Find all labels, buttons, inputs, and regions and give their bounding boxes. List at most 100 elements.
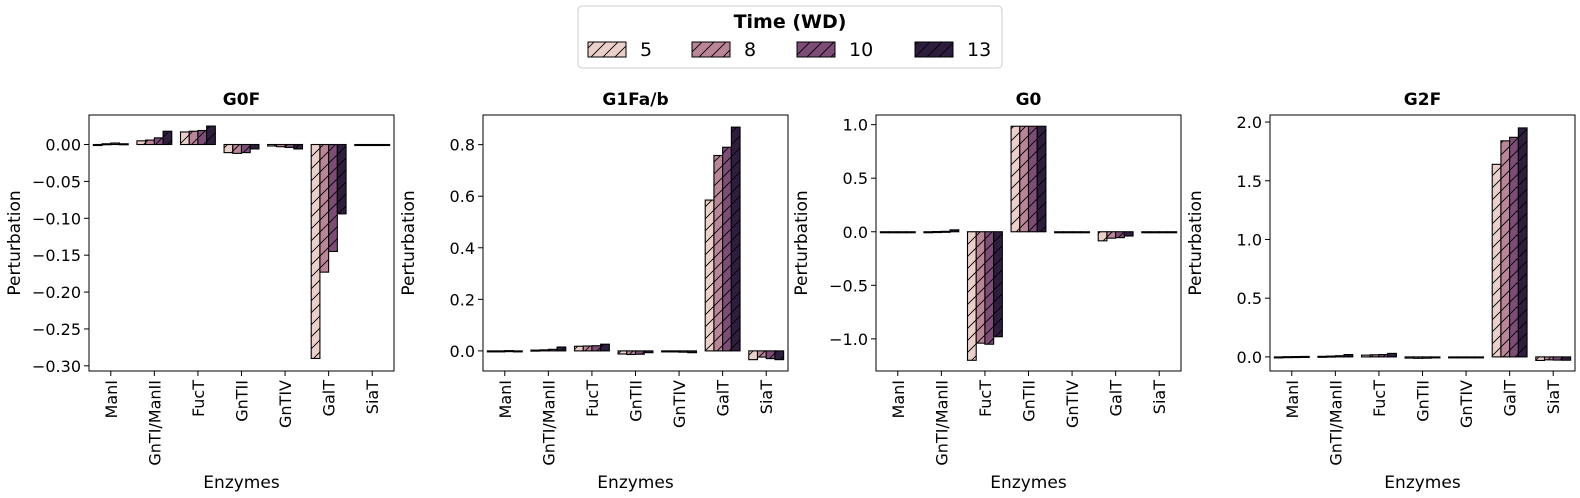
bar-hatch-GnTII-10	[241, 144, 251, 153]
x-tick-label-SiaT: SiaT	[1150, 380, 1169, 414]
bar-hatch-SiaT-8	[1544, 356, 1554, 360]
x-tick-label-GnTIV: GnTIV	[1457, 380, 1476, 428]
bar-hatch-GnTIV-8	[1063, 231, 1073, 233]
panel-3: 1.0 0.5 0.0 −0.5 −1.0 ManI GnTI/ManII FucT GnTII…	[792, 90, 1182, 493]
bar-hatch-GnTI-ManII-8	[145, 140, 155, 145]
x-tick-label-ManI: ManI	[889, 380, 908, 418]
y-tick-label: −0.30	[32, 357, 81, 376]
bar-hatch-GalT-10	[722, 147, 732, 351]
y-tick-label: 0.4	[450, 239, 475, 258]
bar-hatch-GnTII-8	[626, 350, 636, 355]
bar-hatch-GnTIV-8	[670, 350, 680, 352]
bar-hatch-GnTII-10	[1422, 356, 1432, 359]
y-tick-label: −0.20	[32, 283, 81, 302]
bar-hatch-ManI-10	[110, 143, 120, 145]
bar-hatch-FucT-13	[1387, 353, 1397, 357]
x-axis-label: Enzymes	[990, 473, 1067, 493]
bar-hatch-GnTIV-5	[267, 144, 277, 146]
bar-hatch-ManI-10	[897, 231, 907, 233]
x-tick-label-SiaT: SiaT	[1544, 380, 1563, 414]
bar-hatch-FucT-10	[984, 231, 994, 345]
bar-hatch-SiaT-5	[748, 350, 758, 360]
bar-hatch-GnTII-13	[1431, 356, 1440, 358]
bars	[92, 125, 391, 360]
bar-hatch-GalT-5	[1492, 164, 1501, 357]
bar-hatch-SiaT-10	[1553, 356, 1562, 361]
x-tick-label-SiaT: SiaT	[363, 380, 382, 414]
x-tick-label-ManI: ManI	[1283, 380, 1302, 418]
bar-hatch-ManI-5	[487, 350, 497, 352]
y-tick-label: 0.5	[1237, 289, 1262, 308]
bar-hatch-SiaT-13	[1167, 231, 1177, 233]
bar-hatch-ManI-8	[1283, 356, 1292, 358]
bar-hatch-GnTII-13	[250, 144, 259, 149]
bar-hatch-GalT-10	[328, 144, 338, 252]
bar-hatch-ManI-5	[880, 231, 890, 233]
bar-hatch-GnTI-ManII-10	[548, 349, 558, 351]
bar-hatch-GnTI-ManII-13	[557, 347, 566, 351]
bar-hatch-FucT-13	[993, 231, 1003, 337]
bar-hatch-GnTII-5	[224, 144, 233, 153]
legend-label-13: 13	[967, 39, 991, 61]
bar-hatch-GnTI-ManII-5	[923, 231, 933, 233]
x-axis-label: Enzymes	[597, 473, 674, 493]
bar-hatch-GnTI-ManII-13	[1344, 354, 1353, 357]
bar-hatch-GnTIV-13	[1080, 231, 1090, 233]
y-tick-label: 0.2	[450, 290, 475, 309]
x-tick-label-GnTIV: GnTIV	[1063, 380, 1082, 428]
bar-hatch-GnTIV-13	[1474, 356, 1484, 358]
y-tick-label: 1.0	[1237, 230, 1262, 249]
bar-hatch-GnTI-ManII-5	[530, 350, 540, 352]
bar-hatch-GnTII-10	[635, 350, 645, 355]
y-tick-label: −0.15	[32, 246, 81, 265]
bar-hatch-FucT-10	[197, 130, 207, 145]
x-tick-label-GnTIV: GnTIV	[670, 380, 689, 428]
bar-hatch-GnTI-ManII-10	[154, 137, 164, 145]
y-tick-label: 0.6	[450, 187, 475, 206]
bar-hatch-FucT-10	[591, 345, 601, 351]
bar-hatch-GnTI-ManII-8	[1326, 356, 1336, 358]
bar-hatch-GalT-8	[1500, 140, 1510, 357]
y-tick-label: 0.5	[843, 169, 868, 188]
axes-frame	[482, 114, 789, 372]
bar-hatch-ManI-8	[889, 231, 898, 233]
bar-hatch-GnTII-13	[1037, 126, 1046, 232]
bar-hatch-FucT-5	[967, 231, 977, 361]
bar-hatch-GnTII-8	[1413, 356, 1423, 359]
bar-hatch-SiaT-10	[372, 144, 381, 146]
bar-hatch-ManI-13	[119, 143, 129, 145]
bar-hatch-GnTIV-5	[1448, 356, 1458, 358]
bar-hatch-GnTII-5	[1011, 126, 1020, 232]
y-tick-label: 0.8	[450, 136, 475, 155]
bar-hatch-GalT-8	[319, 144, 329, 273]
bar-hatch-GnTIV-10	[679, 350, 688, 353]
x-tick-label-FucT: FucT	[189, 380, 208, 417]
bar-hatch-GalT-13	[337, 144, 347, 214]
legend-label-10: 10	[849, 39, 873, 61]
x-tick-label-FucT: FucT	[1370, 380, 1389, 417]
x-tick-label-GnTI-ManII: GnTI/ManII	[539, 380, 558, 466]
bar-hatch-GnTIV-10	[1072, 231, 1081, 233]
y-tick-label: −1.0	[829, 330, 868, 349]
bar-hatch-GalT-5	[1098, 231, 1107, 241]
bar-hatch-GnTII-8	[232, 144, 242, 154]
bar-hatch-ManI-8	[496, 350, 505, 352]
bar-hatch-GalT-5	[311, 144, 320, 359]
bar-hatch-FucT-8	[583, 345, 592, 351]
y-axis-label: Perturbation	[5, 190, 25, 295]
bar-hatch-GnTIV-5	[661, 350, 671, 352]
y-axis-label: Perturbation	[399, 190, 419, 295]
bar-hatch-FucT-13	[600, 344, 610, 351]
bar-hatch-GalT-10	[1115, 231, 1125, 238]
x-tick-label-GnTII: GnTII	[1414, 380, 1433, 422]
bar-hatch-GnTI-ManII-8	[932, 231, 942, 233]
x-axis-label: Enzymes	[203, 473, 280, 493]
panel-4: 0.0 0.5 1.0 1.5 2.0 ManI GnTI/ManII FucT GnTII Gn…	[1186, 90, 1576, 493]
x-tick-label-ManI: ManI	[496, 380, 515, 418]
bar-hatch-GnTI-ManII-13	[950, 229, 959, 232]
x-tick-label-FucT: FucT	[976, 380, 995, 417]
bar-hatch-SiaT-13	[1561, 356, 1571, 361]
bar-hatch-GalT-5	[705, 200, 714, 351]
bar-hatch-GalT-13	[1124, 231, 1134, 237]
bar-hatch-SiaT-10	[766, 350, 775, 359]
